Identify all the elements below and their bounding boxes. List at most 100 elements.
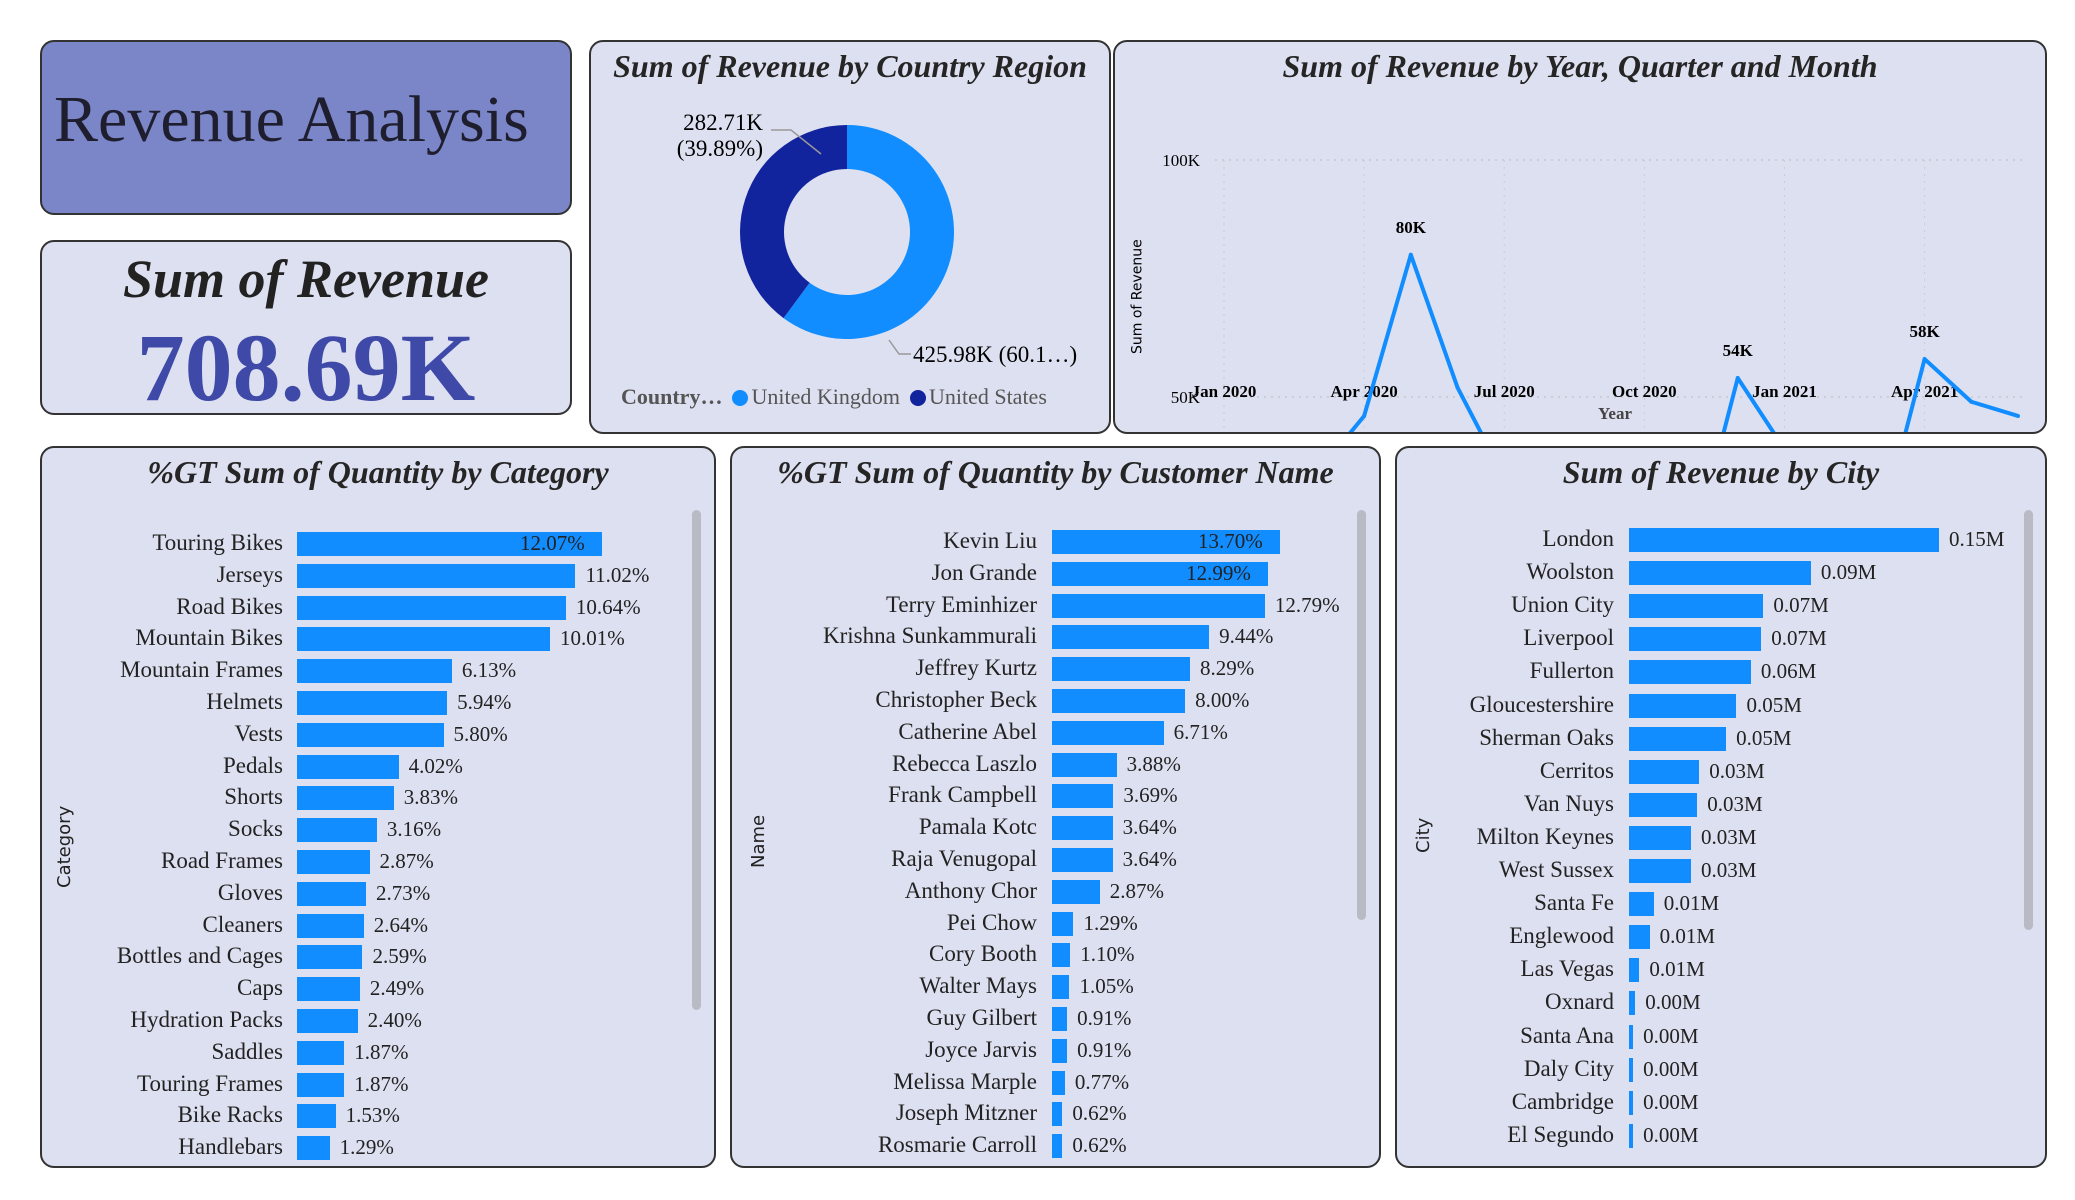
bar[interactable] xyxy=(297,532,602,556)
bar-label: Mountain Bikes xyxy=(135,625,283,651)
scrollbar[interactable] xyxy=(2024,510,2033,930)
data-label: 0.77% xyxy=(1074,1069,1130,1094)
bar[interactable] xyxy=(1052,816,1113,841)
data-label: 0.01M xyxy=(1663,891,1720,916)
bar-label: Rebecca Laszlo xyxy=(892,750,1037,776)
data-label: 1.87% xyxy=(354,1039,409,1064)
bar[interactable] xyxy=(1629,1024,1634,1049)
data-label: 2.73% xyxy=(375,880,431,905)
bar[interactable] xyxy=(1052,657,1190,682)
bar[interactable] xyxy=(297,722,444,747)
bar[interactable] xyxy=(1052,975,1070,1000)
bar[interactable] xyxy=(1052,1102,1063,1127)
scrollbar[interactable] xyxy=(692,510,701,1010)
bar[interactable] xyxy=(1052,784,1114,809)
bar[interactable] xyxy=(297,913,364,938)
bar[interactable] xyxy=(297,691,448,715)
bar[interactable] xyxy=(1629,561,1811,586)
bar[interactable] xyxy=(1629,693,1737,718)
data-label: 1.87% xyxy=(354,1071,409,1096)
bar[interactable] xyxy=(1629,627,1762,652)
bar[interactable] xyxy=(1629,1123,1634,1148)
bar[interactable] xyxy=(1052,1134,1063,1159)
bar[interactable] xyxy=(297,786,394,811)
data-label: 0.06M xyxy=(1760,659,1817,684)
bar-label: Cory Booth xyxy=(929,941,1037,967)
bar[interactable] xyxy=(297,595,566,620)
bar[interactable] xyxy=(1629,792,1698,817)
bar[interactable] xyxy=(1052,689,1186,713)
bar[interactable] xyxy=(1052,625,1210,650)
bar[interactable] xyxy=(297,1072,345,1097)
bar[interactable] xyxy=(1629,594,1764,619)
bar[interactable] xyxy=(1052,561,1269,586)
bar-label: Van Nuys xyxy=(1523,790,1614,816)
bar[interactable] xyxy=(1629,726,1727,751)
title-card: Revenue Analysis xyxy=(40,40,572,215)
bar-label: Liverpool xyxy=(1523,625,1614,651)
bar-label: Mountain Frames xyxy=(120,657,283,683)
bar[interactable] xyxy=(297,977,360,1002)
y-axis-title: Sum of Revenue xyxy=(1130,239,1146,354)
data-label: 54K xyxy=(1723,341,1754,360)
data-point xyxy=(1922,357,1927,362)
customer-bar-panel: %GT Sum of Quantity by Customer Name Nam… xyxy=(730,446,1381,1168)
bar[interactable] xyxy=(1629,759,1700,784)
bar[interactable] xyxy=(297,818,377,843)
bar-label: Krishna Sunkammurali xyxy=(823,623,1037,649)
bar[interactable] xyxy=(1629,825,1691,850)
bar[interactable] xyxy=(1052,530,1280,554)
data-label: 0.01M xyxy=(1649,957,1705,982)
legend-item-united-kingdom[interactable]: United Kingdom xyxy=(732,384,900,410)
legend-item-united-states[interactable]: United States xyxy=(909,384,1047,410)
bar[interactable] xyxy=(1052,1007,1068,1031)
data-label: 13.70% xyxy=(1198,529,1263,553)
bar[interactable] xyxy=(1629,859,1691,883)
bar[interactable] xyxy=(1629,925,1650,950)
bar[interactable] xyxy=(297,850,370,874)
bar-label: Woolston xyxy=(1526,559,1614,585)
bar[interactable] xyxy=(1629,991,1636,1016)
bar[interactable] xyxy=(297,1040,345,1065)
bar[interactable] xyxy=(1052,879,1100,904)
data-label: 58K xyxy=(1909,322,1940,341)
bar[interactable] xyxy=(1052,911,1074,936)
bar[interactable] xyxy=(1629,892,1654,917)
scrollbar[interactable] xyxy=(1357,510,1366,920)
bar[interactable] xyxy=(1052,848,1113,872)
data-point xyxy=(1455,385,1460,390)
bar[interactable] xyxy=(1052,1038,1068,1063)
bar[interactable] xyxy=(297,1136,330,1161)
bar[interactable] xyxy=(297,754,399,779)
data-label: 0.00M xyxy=(1643,1089,1699,1114)
bar[interactable] xyxy=(297,563,576,588)
bar[interactable] xyxy=(297,881,366,906)
data-label: 2.64% xyxy=(373,912,428,937)
donut-slice-united-states[interactable] xyxy=(740,125,847,319)
bar[interactable] xyxy=(1629,1090,1634,1115)
bar-label: Union City xyxy=(1511,592,1614,618)
bar[interactable] xyxy=(297,659,452,684)
donut-slice-united-kingdom[interactable] xyxy=(783,125,954,339)
x-tick-label: Apr 2021 xyxy=(1891,382,1958,401)
bar[interactable] xyxy=(1052,1070,1065,1095)
bar[interactable] xyxy=(1052,943,1071,968)
bar[interactable] xyxy=(297,627,550,652)
bar[interactable] xyxy=(1629,660,1751,685)
bar[interactable] xyxy=(1629,1057,1634,1082)
bar[interactable] xyxy=(1052,752,1117,777)
data-label: 0.03M xyxy=(1707,791,1763,816)
bar-label: Road Bikes xyxy=(176,593,283,619)
bar[interactable] xyxy=(1052,720,1164,745)
bar[interactable] xyxy=(297,1104,336,1129)
bar[interactable] xyxy=(1629,528,1939,552)
bar-label: Joseph Mitzner xyxy=(895,1100,1037,1126)
x-tick-label: Jan 2021 xyxy=(1752,382,1817,401)
bar[interactable] xyxy=(1052,593,1265,618)
bar-label: Helmets xyxy=(206,689,283,714)
bar[interactable] xyxy=(297,1009,358,1033)
bar[interactable] xyxy=(297,945,363,970)
bar[interactable] xyxy=(1629,958,1640,983)
bar-label: Caps xyxy=(237,975,283,1001)
data-label: 0.07M xyxy=(1771,626,1827,651)
